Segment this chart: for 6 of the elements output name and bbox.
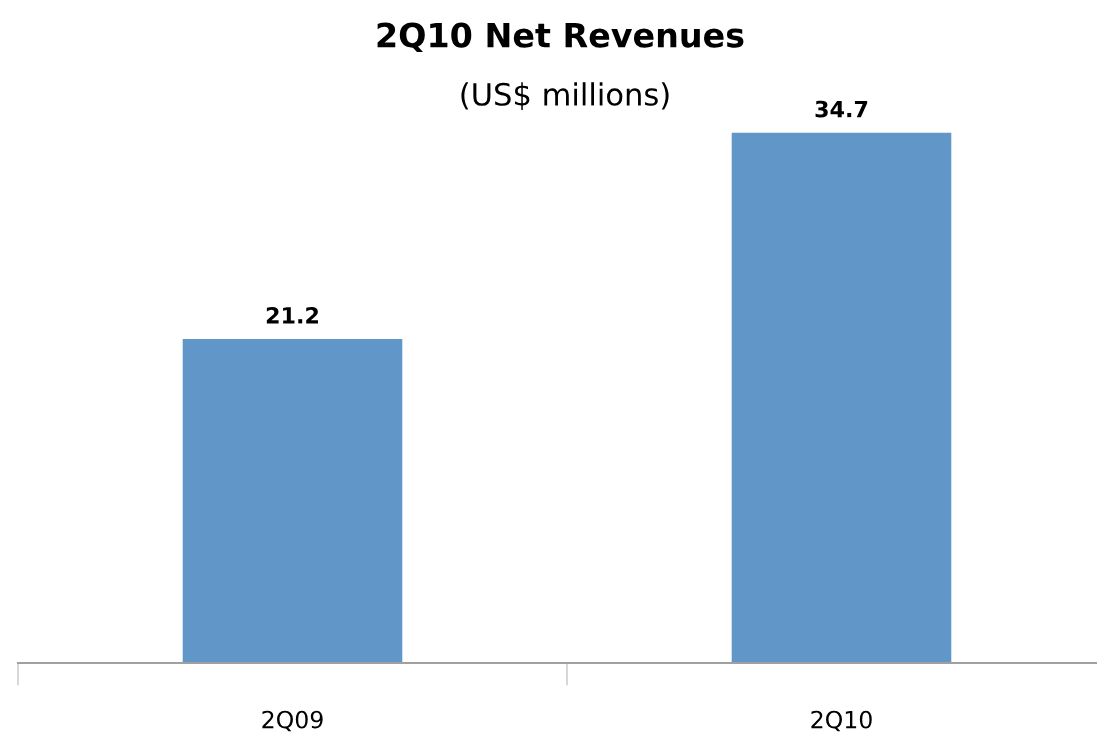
chart-title: 2Q10 Net Revenues <box>377 22 744 53</box>
data-label: 21.2 <box>266 306 318 324</box>
chart-subtitle: (US$ millions) <box>461 82 669 110</box>
x-tick-label: 2Q09 <box>262 710 323 732</box>
x-tick-label: 2Q10 <box>811 710 872 732</box>
data-label: 34.7 <box>815 100 868 118</box>
